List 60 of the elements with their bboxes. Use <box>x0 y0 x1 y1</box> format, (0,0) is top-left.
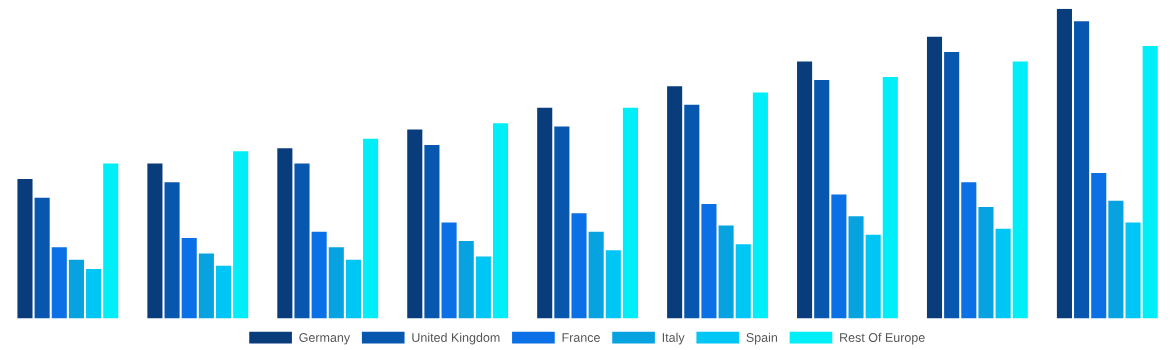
bar <box>34 197 50 319</box>
legend-label: Spain <box>746 332 778 345</box>
bar <box>684 104 700 319</box>
bar <box>103 163 119 319</box>
bar <box>294 163 310 319</box>
bar <box>51 247 67 319</box>
bar <box>147 163 163 319</box>
bar <box>345 259 361 319</box>
bar <box>328 247 344 319</box>
legend-label: Germany <box>299 333 351 345</box>
bar <box>86 268 102 319</box>
bar <box>944 52 960 319</box>
legend-label: Rest Of Europe <box>840 332 925 345</box>
bar <box>605 250 621 319</box>
legend-label: Italy <box>662 332 685 345</box>
bar <box>961 182 977 319</box>
bar <box>1056 8 1072 319</box>
bar <box>492 123 509 319</box>
bar <box>1091 172 1107 319</box>
bar <box>475 256 491 319</box>
bar <box>735 244 751 319</box>
bar <box>1125 222 1141 319</box>
bar <box>1012 61 1028 319</box>
bar <box>215 265 232 319</box>
bar <box>17 179 33 319</box>
bar <box>458 241 474 319</box>
bar <box>68 259 84 319</box>
bar <box>995 228 1011 319</box>
bar <box>622 107 639 319</box>
bar <box>667 86 683 319</box>
bar <box>1074 21 1090 319</box>
bar <box>588 231 604 319</box>
bar <box>571 213 587 319</box>
bar <box>198 253 214 319</box>
bar <box>1108 200 1124 319</box>
bar <box>441 222 457 319</box>
bar <box>926 36 943 319</box>
bar <box>424 145 440 319</box>
bar <box>814 79 830 319</box>
bar <box>407 129 423 319</box>
bar <box>701 203 717 319</box>
bar <box>277 148 293 319</box>
bar <box>181 237 197 319</box>
bar <box>1142 45 1158 319</box>
bar <box>554 126 570 319</box>
bar <box>363 138 379 319</box>
bar <box>311 231 327 319</box>
bar <box>797 61 813 319</box>
legend-label: France <box>562 333 600 342</box>
bar <box>831 194 847 319</box>
legend-label: United Kingdom <box>412 332 500 345</box>
bar <box>233 151 249 319</box>
bar <box>164 182 180 319</box>
bar <box>865 234 881 319</box>
bar <box>718 225 734 319</box>
bar <box>882 76 898 319</box>
bar <box>537 107 553 319</box>
bar <box>848 216 864 319</box>
bar <box>752 92 768 319</box>
bar <box>978 206 994 319</box>
